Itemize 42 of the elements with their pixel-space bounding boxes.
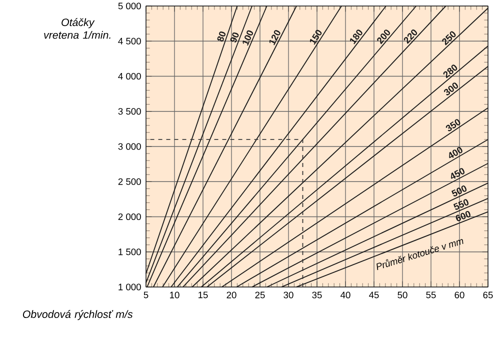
y-axis-title: Otáčky vretena 1/min. [44, 18, 110, 39]
y-tick-label: 1 500 [118, 248, 141, 256]
x-tick-label: 10 [170, 292, 180, 298]
x-tick-label: 5 [144, 292, 148, 298]
text: 550 [453, 199, 468, 210]
y-tick-label: 2 500 [118, 178, 141, 185]
y-tick-label: 5 000 [118, 2, 141, 10]
x-tick-label: 60 [454, 292, 464, 298]
text: 500 [451, 185, 467, 196]
text: 600 [456, 210, 470, 222]
text: 180 [350, 30, 362, 44]
text: 250 [442, 31, 456, 46]
text: 200 [377, 30, 390, 44]
y-tick-label: 2 000 [118, 213, 141, 220]
y-tick-label: 3 500 [118, 108, 141, 115]
x-tick-label: 25 [255, 292, 265, 298]
text: 300 [444, 82, 458, 96]
x-tick-label: 50 [398, 292, 408, 298]
text: 90 [230, 32, 239, 42]
y-tick-label: 3 000 [118, 143, 141, 150]
x-tick-label: 20 [226, 292, 236, 298]
text: 120 [269, 30, 280, 46]
text: 150 [310, 30, 322, 45]
x-tick-label: 45 [369, 292, 379, 298]
x-tick-label: 55 [426, 292, 436, 298]
text: 100 [242, 30, 254, 46]
text: 220 [404, 30, 418, 44]
text: 400 [449, 146, 462, 158]
y-tick-label: 4 500 [118, 38, 141, 44]
text: 280 [443, 64, 458, 78]
x-tick-label: 35 [312, 292, 322, 298]
x-tick-label: 40 [340, 292, 350, 298]
x-axis-title: Obvodová rýchlosť m/s [22, 310, 133, 320]
text: 350 [446, 119, 460, 132]
annotation: Průměr kotouče v mm [376, 239, 464, 270]
y-tick-label: 4 000 [118, 72, 141, 80]
x-tick-label: 15 [198, 292, 208, 298]
text: 80 [217, 32, 226, 42]
x-tick-label: 30 [284, 292, 294, 298]
y-tick-label: 1 000 [118, 284, 141, 290]
x-tick-label: 65 [483, 292, 493, 298]
text: 450 [450, 168, 465, 179]
